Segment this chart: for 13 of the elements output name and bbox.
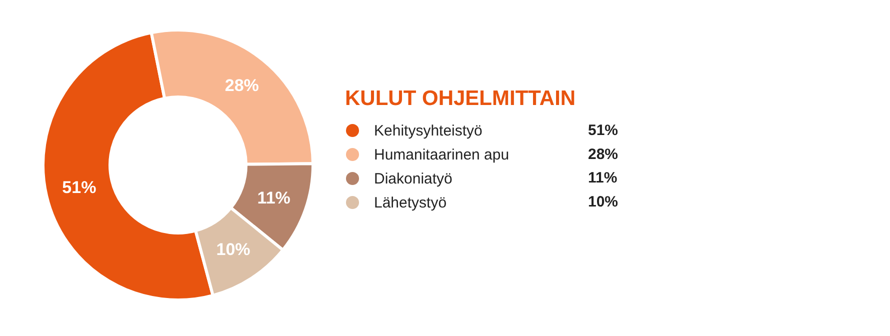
data-label: 11% [257, 188, 290, 208]
text: KULUT OHJELMITTAIN [345, 87, 576, 110]
text: 51% [588, 122, 618, 139]
legend-label: Lähetystyö [374, 194, 447, 212]
data-label: 10% [216, 240, 250, 260]
legend-label: Kehitysyhteistyö [374, 122, 482, 140]
data-label: 51% [62, 178, 96, 198]
legend-label: Humanitaarinen apu [374, 146, 510, 164]
text: 11% [588, 170, 618, 187]
text: 28% [588, 146, 618, 163]
text: 10% [588, 193, 618, 210]
legend-label: Diakoniatyö [374, 170, 452, 188]
data-label: 28% [224, 76, 259, 96]
